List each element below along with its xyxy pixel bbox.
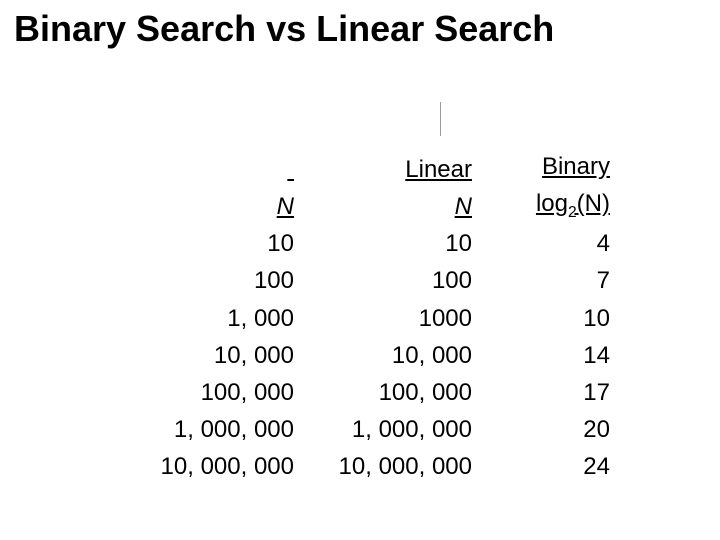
table-row: 10 10 4 <box>120 225 624 262</box>
col-header-n: N <box>120 148 308 225</box>
cell-linear: 1000 <box>308 300 486 337</box>
title-divider <box>440 102 441 136</box>
cell-n: 1, 000, 000 <box>120 411 308 448</box>
cell-n: 10, 000, 000 <box>120 448 308 485</box>
col-header-binary: Binary log2(N) <box>486 148 624 225</box>
cell-binary: 17 <box>486 374 624 411</box>
col-header-binary-line2: log2(N) <box>536 190 610 217</box>
cell-binary: 24 <box>486 448 624 485</box>
col-header-linear-line1: Linear <box>405 156 472 183</box>
table-row: 10, 000 10, 000 14 <box>120 337 624 374</box>
binary-sub: 2 <box>568 204 577 221</box>
table-row: 1, 000, 000 1, 000, 000 20 <box>120 411 624 448</box>
cell-n: 10, 000 <box>120 337 308 374</box>
table-row: 10, 000, 000 10, 000, 000 24 <box>120 448 624 485</box>
cell-linear: 10 <box>308 225 486 262</box>
slide: Binary Search vs Linear Search N Linear … <box>0 0 720 540</box>
table-body: 10 10 4 100 100 7 1, 000 1000 10 10, 000… <box>120 225 624 485</box>
cell-linear: 10, 000 <box>308 337 486 374</box>
binary-suffix: (N) <box>577 190 610 217</box>
cell-linear: 10, 000, 000 <box>308 448 486 485</box>
binary-prefix: log <box>536 190 568 217</box>
table-row: 1, 000 1000 10 <box>120 300 624 337</box>
cell-binary: 20 <box>486 411 624 448</box>
cell-n: 100, 000 <box>120 374 308 411</box>
cell-linear: 1, 000, 000 <box>308 411 486 448</box>
cell-binary: 14 <box>486 337 624 374</box>
cell-linear: 100 <box>308 262 486 299</box>
table-row: 100 100 7 <box>120 262 624 299</box>
cell-n: 100 <box>120 262 308 299</box>
col-header-linear-line2: N <box>455 193 472 220</box>
table-row: 100, 000 100, 000 17 <box>120 374 624 411</box>
cell-binary: 10 <box>486 300 624 337</box>
cell-binary: 4 <box>486 225 624 262</box>
col-header-linear: Linear N <box>308 148 486 225</box>
page-title: Binary Search vs Linear Search <box>14 8 634 49</box>
cell-n: 10 <box>120 225 308 262</box>
cell-linear: 100, 000 <box>308 374 486 411</box>
cell-n: 1, 000 <box>120 300 308 337</box>
cell-binary: 7 <box>486 262 624 299</box>
col-header-binary-line1: Binary <box>542 153 610 180</box>
table-header-row: N Linear N Binary log2(N) <box>120 148 624 225</box>
col-header-n-label: N <box>277 193 294 220</box>
comparison-table: N Linear N Binary log2(N) 10 10 4 100 <box>120 148 624 485</box>
